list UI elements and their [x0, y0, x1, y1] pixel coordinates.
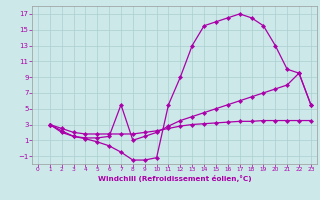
X-axis label: Windchill (Refroidissement éolien,°C): Windchill (Refroidissement éolien,°C)	[98, 175, 251, 182]
